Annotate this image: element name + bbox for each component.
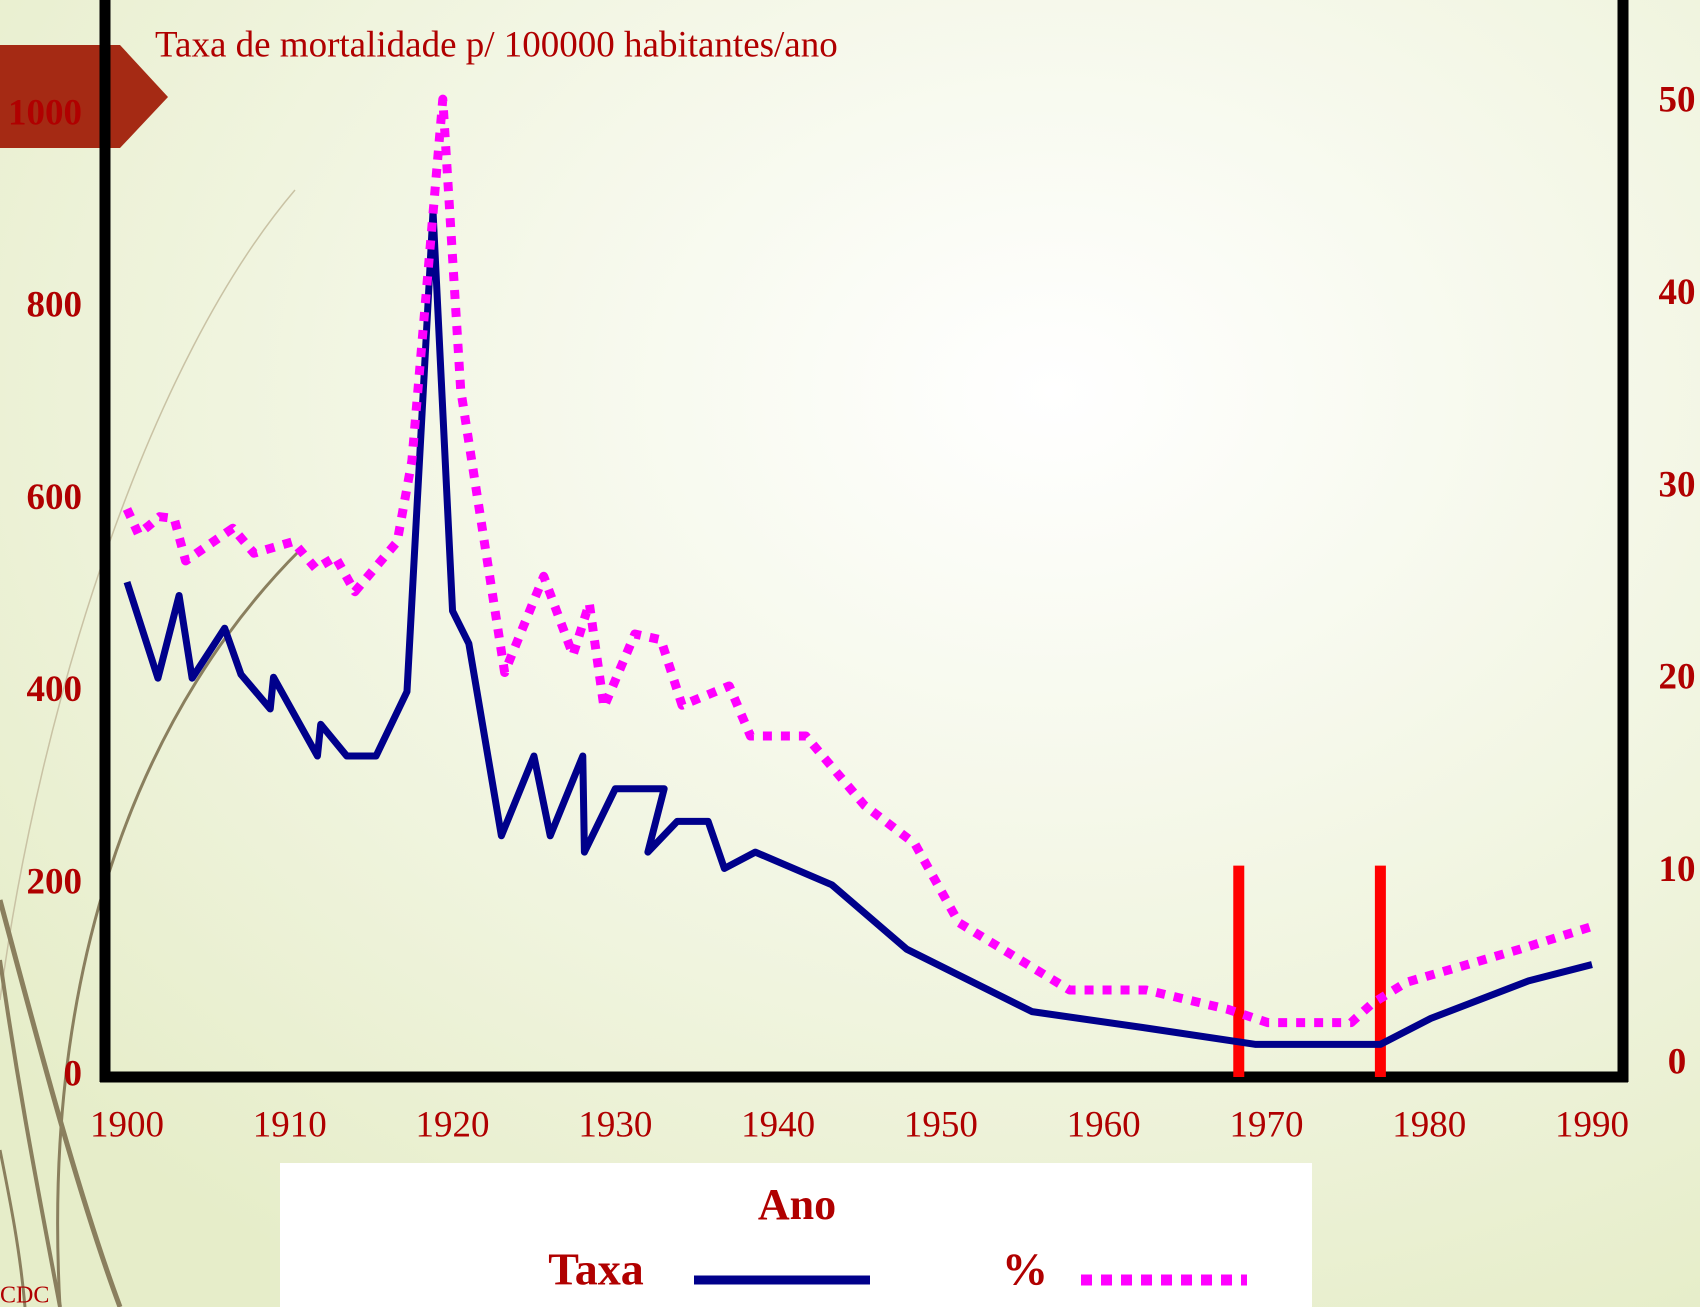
y2-tick-label: 10 (1659, 849, 1696, 890)
chart-title: Taxa de mortalidade p/ 100000 habitantes… (155, 24, 838, 65)
x-tick-label: 1970 (1229, 1104, 1303, 1145)
y-tick-label: 800 (27, 285, 83, 326)
y2-tick-label: 20 (1659, 657, 1696, 698)
y2-tick-label: 40 (1659, 272, 1696, 313)
y-tick-label: 200 (27, 861, 83, 902)
x-tick-label: 1920 (416, 1104, 490, 1145)
x-tick-label: 1910 (253, 1104, 327, 1145)
x-tick-label: 1990 (1555, 1104, 1629, 1145)
y-tick-label: 0 (64, 1053, 83, 1094)
y2-tick-label: 30 (1659, 464, 1696, 505)
source: CDC (0, 1283, 49, 1307)
decoration-arrow (0, 45, 168, 148)
x-tick-label: 1930 (578, 1104, 652, 1145)
x-tick-label: 1940 (741, 1104, 815, 1145)
y-tick-label: 600 (27, 477, 83, 518)
y-tick-label: 1000 (8, 92, 82, 133)
legend-label: Taxa (548, 1244, 643, 1295)
data-line (122, 94, 1594, 1028)
legend-label: % (1002, 1244, 1048, 1295)
data-line (123, 207, 1593, 1048)
x-axis-label: Ano (758, 1180, 836, 1229)
decoration (0, 189, 302, 1307)
x-tick-label: 1980 (1392, 1104, 1466, 1145)
y2-tick-label: 50 (1659, 79, 1696, 120)
x-tick-label: 1960 (1067, 1104, 1141, 1145)
y2-tick-label: 0 (1668, 1041, 1687, 1082)
x-tick-label: 1900 (90, 1104, 164, 1145)
x-tick-label: 1950 (904, 1104, 978, 1145)
y-tick-label: 400 (27, 669, 83, 710)
